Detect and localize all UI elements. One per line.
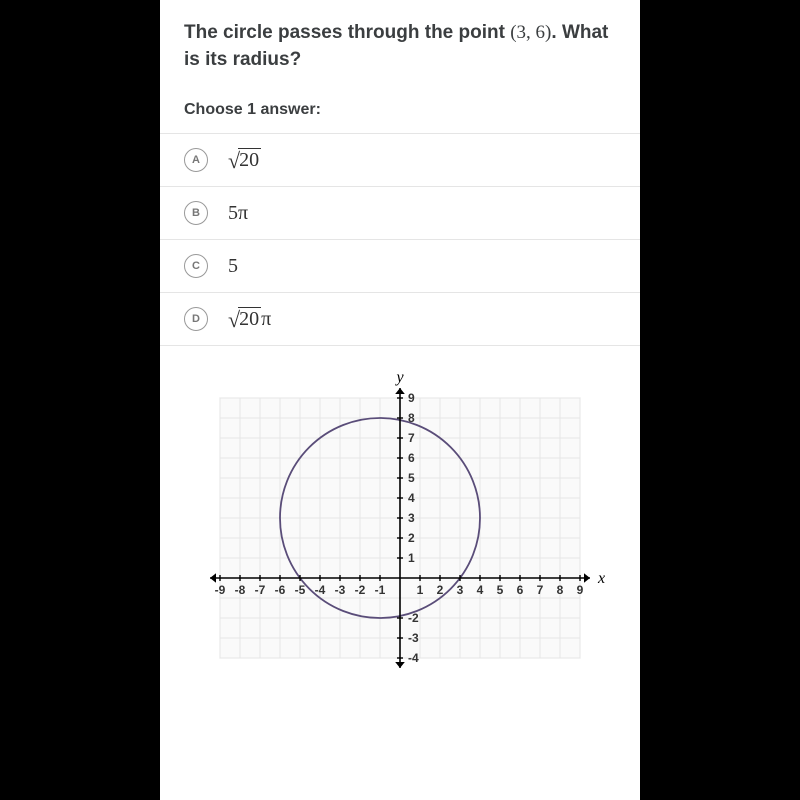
question-point: (3, 6): [510, 22, 551, 43]
option-letter: A: [184, 148, 208, 172]
svg-text:5: 5: [497, 583, 504, 597]
option-letter: D: [184, 307, 208, 331]
svg-text:1: 1: [408, 551, 415, 565]
svg-text:-9: -9: [215, 583, 226, 597]
option-b[interactable]: B 5π: [160, 187, 640, 240]
svg-text:5: 5: [408, 471, 415, 485]
svg-text:8: 8: [408, 411, 415, 425]
svg-text:4: 4: [477, 583, 484, 597]
svg-text:-2: -2: [355, 583, 366, 597]
option-math: √20π: [228, 307, 271, 331]
graph-container: -9-8-7-6-5-4-3-2-1123456789123456789-2-3…: [160, 346, 640, 670]
question-text: The circle passes through the point (3, …: [160, 20, 640, 101]
question-card: The circle passes through the point (3, …: [160, 0, 640, 800]
svg-text:-6: -6: [275, 583, 286, 597]
option-math: √20: [228, 148, 261, 172]
svg-text:-3: -3: [335, 583, 346, 597]
option-math: 5π: [228, 203, 248, 223]
options-list: A √20 B 5π C 5 D √20π: [160, 133, 640, 346]
svg-text:-4: -4: [315, 583, 326, 597]
option-c[interactable]: C 5: [160, 240, 640, 293]
option-math: 5: [228, 256, 238, 276]
svg-text:9: 9: [577, 583, 584, 597]
svg-text:-2: -2: [408, 611, 419, 625]
svg-text:-4: -4: [408, 651, 419, 665]
svg-text:6: 6: [408, 451, 415, 465]
svg-text:-7: -7: [255, 583, 266, 597]
svg-text:3: 3: [408, 511, 415, 525]
option-letter: C: [184, 254, 208, 278]
svg-text:8: 8: [557, 583, 564, 597]
svg-text:7: 7: [408, 431, 415, 445]
svg-text:-5: -5: [295, 583, 306, 597]
svg-text:x: x: [597, 570, 605, 587]
choose-label: Choose 1 answer:: [160, 101, 640, 133]
option-letter: B: [184, 201, 208, 225]
svg-text:6: 6: [517, 583, 524, 597]
svg-text:1: 1: [417, 583, 424, 597]
option-a[interactable]: A √20: [160, 134, 640, 187]
svg-text:2: 2: [408, 531, 415, 545]
svg-text:-3: -3: [408, 631, 419, 645]
svg-text:y: y: [394, 370, 404, 386]
svg-text:3: 3: [457, 583, 464, 597]
option-d[interactable]: D √20π: [160, 293, 640, 346]
coordinate-graph: -9-8-7-6-5-4-3-2-1123456789123456789-2-3…: [168, 370, 632, 670]
svg-text:7: 7: [537, 583, 544, 597]
question-prefix: The circle passes through the point: [184, 22, 510, 43]
svg-text:-1: -1: [375, 583, 386, 597]
svg-text:4: 4: [408, 491, 415, 505]
svg-text:2: 2: [437, 583, 444, 597]
svg-text:-8: -8: [235, 583, 246, 597]
svg-text:9: 9: [408, 391, 415, 405]
